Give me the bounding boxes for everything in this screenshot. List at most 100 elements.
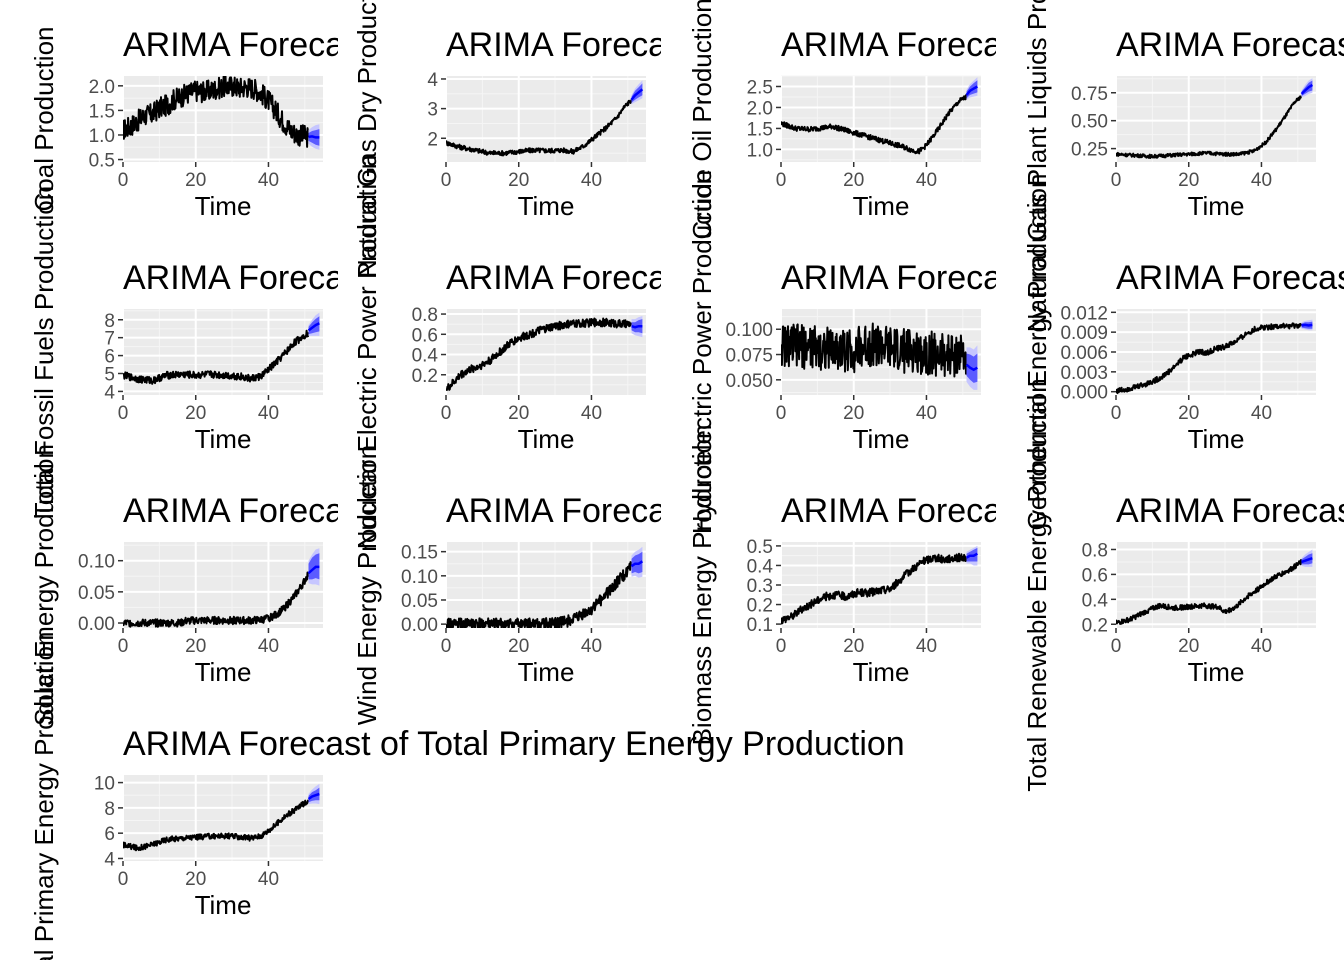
x-tick-label: 40 <box>258 869 279 890</box>
forecast-line <box>630 560 644 568</box>
y-tick-label: 0.6 <box>412 325 438 346</box>
forecast-line <box>965 85 979 96</box>
x-tick-label: 20 <box>185 403 206 424</box>
y-tick-label: 0.075 <box>725 346 773 367</box>
x-tick-label: 20 <box>185 869 206 890</box>
y-tick-label: 1.5 <box>747 119 773 140</box>
x-axis-label: Time <box>1188 191 1245 221</box>
y-tick-label: 0.4 <box>412 346 439 367</box>
chart-title: ARIMA Forecast of Geothermal Energy Prod… <box>1116 259 1344 297</box>
y-tick-label: 0.00 <box>401 615 438 636</box>
panel-background <box>123 775 323 861</box>
y-tick-label: 4 <box>104 849 115 870</box>
x-tick-label: 20 <box>185 636 206 657</box>
x-tick-label: 40 <box>1251 170 1272 191</box>
chart-title: ARIMA Forecast of Biomass Energy Product… <box>781 492 1344 530</box>
prediction-interval-80 <box>308 553 320 580</box>
chart-title-group: ARIMA Forecast of Solar Energy Productio… <box>123 492 338 530</box>
x-axis-label: Time <box>518 424 575 454</box>
chart-title-group: ARIMA Forecast of Wind Energy Production <box>446 492 661 530</box>
y-tick-label: 0.5 <box>747 537 773 558</box>
y-axis-label: Nuclear Electric Power Production <box>352 155 382 550</box>
history-line <box>123 799 309 852</box>
y-tick-label: 0.4 <box>1082 590 1109 611</box>
y-axis-label: Coal Production <box>29 27 59 212</box>
forecast-line <box>630 88 644 101</box>
chart-title-group: ARIMA Forecast of Natural Gas Dry Produc… <box>446 26 1156 64</box>
chart-title: ARIMA Forecast of Total Fossil Fuels Pro… <box>123 259 852 297</box>
x-tick-label: 40 <box>581 403 602 424</box>
panel-background <box>446 76 646 162</box>
x-tick-label: 0 <box>1111 170 1122 191</box>
x-tick-label: 0 <box>118 170 129 191</box>
chart-title: ARIMA Forecast of Total Renewable Energy… <box>1116 492 1344 530</box>
history-line <box>1116 95 1303 159</box>
y-tick-label: 1.0 <box>747 140 773 161</box>
chart-title: ARIMA Forecast of Nuclear Electric Power… <box>446 259 1257 297</box>
forecast-line <box>965 552 978 559</box>
x-tick-label: 0 <box>1111 636 1122 657</box>
chart-title: ARIMA Forecast of Natural Gas Plant Liqu… <box>1116 26 1344 64</box>
x-tick-label: 20 <box>1178 403 1199 424</box>
y-tick-label: 0.2 <box>1082 615 1108 636</box>
y-tick-label: 0.2 <box>412 366 438 387</box>
y-tick-label: 0.3 <box>747 576 773 597</box>
y-tick-label: 4 <box>104 382 115 403</box>
y-tick-label: 8 <box>104 311 115 332</box>
y-tick-label: 0.003 <box>1060 363 1108 384</box>
chart-panel: 0 20 40 0.00 0.05 0.10 Time Solar Energy Produc… <box>29 444 323 726</box>
y-tick-label: 0.05 <box>401 591 438 612</box>
y-axis-label: Total Renewable Energy Production <box>1022 378 1052 791</box>
panel-background <box>781 76 981 162</box>
forecast-line <box>307 565 320 575</box>
chart-title-group: ARIMA Forecast of Hydroelectric Power Pr… <box>781 259 996 297</box>
x-tick-label: 40 <box>916 636 937 657</box>
y-tick-label: 0.4 <box>747 556 774 577</box>
chart-title-group: ARIMA Forecast of Nuclear Electric Power… <box>446 259 1257 297</box>
x-axis-label: Time <box>195 890 252 920</box>
history-line <box>781 552 968 625</box>
y-axis-label: Natural Gas Dry Production <box>352 0 382 278</box>
y-tick-label: 1.5 <box>89 101 115 122</box>
chart-title-group: ARIMA Forecast of Total Primary Energy P… <box>123 725 905 763</box>
chart-panel: 0 20 40 0.00 0.05 0.10 0.15 Time Wind Energy Pro… <box>352 445 646 725</box>
y-tick-label: 0.8 <box>412 305 438 326</box>
x-tick-label: 20 <box>185 170 206 191</box>
forecast-line <box>1301 323 1313 327</box>
history-line <box>123 76 310 148</box>
forecast-line <box>307 792 320 801</box>
x-tick-label: 20 <box>508 403 529 424</box>
y-axis-label: Geothermal Energy Production <box>1022 174 1052 531</box>
history-line <box>1116 322 1303 395</box>
y-tick-label: 0.05 <box>78 583 115 604</box>
x-tick-label: 0 <box>776 636 787 657</box>
chart-panel: 0 20 40 0.2 0.4 0.6 0.8 Time Total Renewable Ene… <box>1022 378 1316 792</box>
y-tick-label: 0.100 <box>725 320 773 341</box>
x-tick-label: 20 <box>508 636 529 657</box>
y-axis-label: Total Primary Energy Production <box>29 632 59 960</box>
x-tick-label: 20 <box>843 403 864 424</box>
y-tick-label: 0.6 <box>1082 565 1108 586</box>
y-tick-label: 0.8 <box>1082 540 1108 561</box>
y-tick-label: 0.2 <box>747 596 773 617</box>
history-line <box>123 571 310 628</box>
history-line <box>781 94 968 155</box>
x-axis-label: Time <box>195 657 252 687</box>
y-tick-label: 0.000 <box>1060 383 1108 404</box>
y-tick-label: 0.25 <box>1071 140 1108 161</box>
x-tick-label: 20 <box>1178 170 1199 191</box>
x-tick-label: 0 <box>441 403 452 424</box>
x-tick-label: 0 <box>441 170 452 191</box>
y-axis-label: Biomass Energy Production <box>687 425 717 746</box>
x-tick-label: 0 <box>776 403 787 424</box>
history-line <box>446 561 633 628</box>
chart-title-group: ARIMA Forecast of Biomass Energy Product… <box>781 492 1344 530</box>
chart-panel: 0 20 40 0.10.20.30.40.5 Time Biomass Energy P… <box>687 425 981 746</box>
chart-title: ARIMA Forecast of Natural Gas Dry Produc… <box>446 26 1156 64</box>
chart-panel: 0 20 40 4 6 8 10 Time Total Primary Energy Produ… <box>29 632 323 960</box>
x-tick-label: 40 <box>1251 636 1272 657</box>
y-axis-label: Solar Energy Production <box>29 444 59 726</box>
chart-title-group: ARIMA Forecast of Crude Oil Production <box>781 26 996 64</box>
